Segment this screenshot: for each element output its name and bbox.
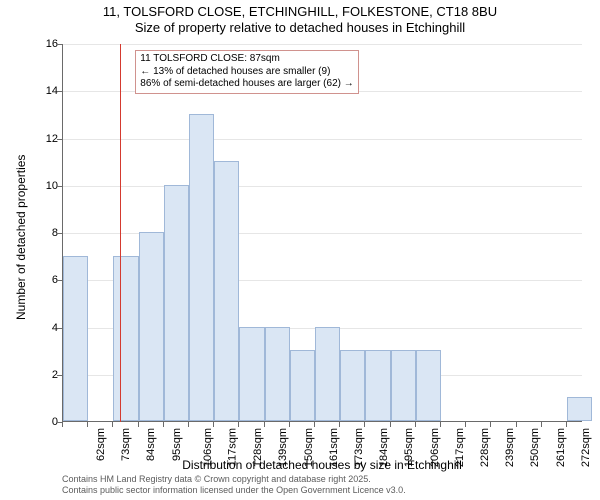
chart-title-line1: 11, TOLSFORD CLOSE, ETCHINGHILL, FOLKEST…	[0, 4, 600, 19]
y-axis-label: Number of detached properties	[14, 155, 28, 320]
histogram-bar	[340, 350, 365, 421]
y-tick-label: 10	[34, 180, 58, 192]
footer-attribution: Contains HM Land Registry data © Crown c…	[62, 474, 406, 496]
footer-line1: Contains HM Land Registry data © Crown c…	[62, 474, 406, 485]
histogram-bar	[239, 327, 264, 422]
histogram-bar	[365, 350, 390, 421]
property-marker-line	[120, 44, 121, 422]
x-tick-label: 62sqm	[95, 428, 107, 461]
annotation-line3: 86% of semi-detached houses are larger (…	[140, 78, 353, 91]
histogram-bar	[567, 397, 592, 421]
annotation-line2: ← 13% of detached houses are smaller (9)	[140, 66, 353, 79]
histogram-bar	[315, 327, 340, 422]
y-tick-label: 2	[34, 369, 58, 381]
x-axis-label: Distribution of detached houses by size …	[62, 458, 582, 472]
annotation-box: 11 TOLSFORD CLOSE: 87sqm ← 13% of detach…	[135, 50, 358, 94]
histogram-bar	[113, 256, 138, 421]
histogram-bar	[391, 350, 416, 421]
x-tick-label: 84sqm	[145, 428, 157, 461]
y-tick-label: 14	[34, 85, 58, 97]
histogram-bar	[63, 256, 88, 421]
y-tick-label: 0	[34, 416, 58, 428]
histogram-bar	[139, 232, 164, 421]
annotation-line1: 11 TOLSFORD CLOSE: 87sqm	[140, 53, 353, 66]
histogram-bar	[265, 327, 290, 422]
histogram-bar	[416, 350, 441, 421]
histogram-bar	[214, 161, 239, 421]
footer-line2: Contains public sector information licen…	[62, 485, 406, 496]
y-tick-label: 6	[34, 274, 58, 286]
histogram-bar	[164, 185, 189, 421]
y-tick-label: 16	[34, 38, 58, 50]
histogram-bar	[290, 350, 315, 421]
y-tick-label: 12	[34, 133, 58, 145]
histogram-bar	[189, 114, 214, 421]
x-tick-label: 95sqm	[171, 428, 183, 461]
x-tick-label: 73sqm	[120, 428, 132, 461]
y-tick-label: 4	[34, 322, 58, 334]
property-size-histogram: 11, TOLSFORD CLOSE, ETCHINGHILL, FOLKEST…	[0, 0, 600, 500]
plot-area	[62, 44, 582, 422]
chart-title-line2: Size of property relative to detached ho…	[0, 20, 600, 35]
y-tick-label: 8	[34, 227, 58, 239]
